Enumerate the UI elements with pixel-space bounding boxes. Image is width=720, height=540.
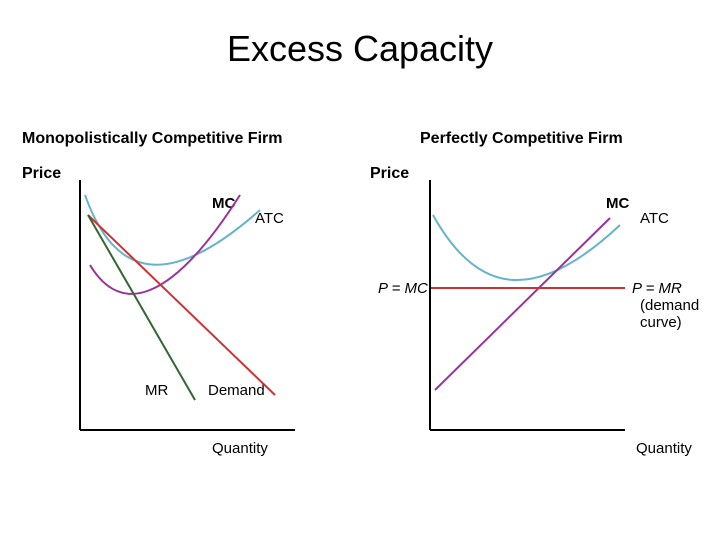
right-mc-line (435, 218, 610, 390)
right-atc-curve (433, 215, 620, 280)
left-demand-line (88, 215, 275, 395)
left-mr-line (88, 215, 195, 400)
chart-svg (0, 0, 720, 540)
